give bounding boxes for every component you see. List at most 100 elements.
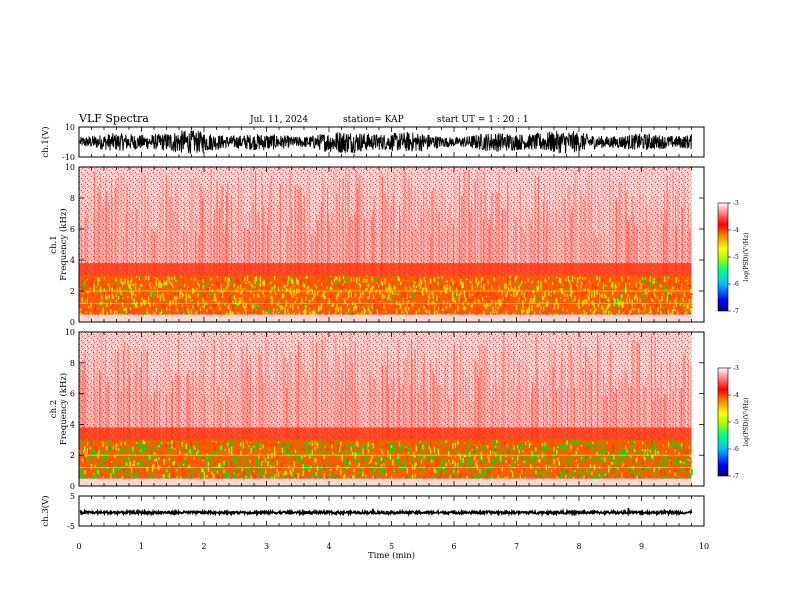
spectral-cell xyxy=(326,309,328,312)
spectral-cell xyxy=(415,278,417,281)
spectral-cell xyxy=(578,469,580,474)
spectral-cell xyxy=(267,307,269,314)
spectral-cell xyxy=(339,303,341,306)
spectral-cell xyxy=(484,279,486,284)
spectral-cell xyxy=(363,278,365,281)
spectral-cell xyxy=(190,475,193,480)
spectral-cell xyxy=(401,460,403,463)
spectral-cell xyxy=(485,304,488,309)
spectral-cell xyxy=(536,458,538,464)
spectral-cell xyxy=(649,440,651,443)
spectral-cell xyxy=(81,280,83,283)
spectral-cell xyxy=(166,474,168,480)
spectral-cell xyxy=(446,284,449,290)
spectral-cell xyxy=(172,299,174,305)
spectral-cell xyxy=(643,286,645,291)
spectral-cell xyxy=(417,290,419,294)
spectral-cell xyxy=(623,449,625,454)
spectral-cell xyxy=(144,444,146,447)
spectral-cell xyxy=(470,458,472,464)
spectral-cell xyxy=(384,278,386,285)
spectral-cell xyxy=(381,468,384,473)
spectral-cell xyxy=(592,285,594,290)
spectral-cell xyxy=(188,451,190,454)
spectral-cell xyxy=(587,288,589,291)
spectral-cell xyxy=(484,457,486,460)
spectral-cell xyxy=(628,297,631,304)
spectral-cell xyxy=(181,442,183,445)
spectral-cell xyxy=(350,283,352,286)
spectral-cell xyxy=(485,475,488,479)
spectral-cell xyxy=(475,461,477,467)
spectral-cell xyxy=(669,470,671,473)
spectral-cell xyxy=(540,474,542,476)
spectral-cell xyxy=(94,451,96,454)
spectral-cell xyxy=(214,450,216,456)
spectral-cell xyxy=(293,312,295,317)
spectral-cell xyxy=(686,290,688,294)
spectral-cell xyxy=(435,456,437,458)
spectral-cell xyxy=(359,446,362,450)
spectral-cell xyxy=(322,468,324,473)
spectral-cell xyxy=(120,441,122,446)
spectral-cell xyxy=(414,302,416,304)
spectral-cell xyxy=(227,446,229,451)
spectral-cell xyxy=(123,300,125,304)
spectral-cell xyxy=(333,278,336,285)
spectral-cell xyxy=(258,471,260,475)
spectral-cell xyxy=(287,308,289,313)
spectral-cell xyxy=(349,461,351,465)
spectral-cell xyxy=(281,293,284,299)
spectral-cell xyxy=(457,468,459,474)
spectral-cell xyxy=(224,462,226,467)
spectral-cell xyxy=(547,277,549,280)
spectral-cell xyxy=(119,282,121,285)
spectral-cell xyxy=(673,459,675,466)
spectral-cell xyxy=(379,303,381,306)
spectral-cell xyxy=(632,308,635,311)
spectral-cell xyxy=(111,470,113,476)
spectral-cell xyxy=(384,304,386,306)
spectral-cell xyxy=(90,440,92,446)
spectral-cell xyxy=(662,444,664,448)
spectral-cell xyxy=(391,278,393,280)
spectral-cell xyxy=(331,304,333,307)
spectral-cell xyxy=(157,288,159,293)
spectral-cell xyxy=(522,303,524,309)
spectral-cell xyxy=(402,300,404,305)
spectral-cell xyxy=(626,278,628,282)
spectral-cell xyxy=(482,281,484,286)
spectral-cell xyxy=(454,300,456,303)
spectral-cell xyxy=(472,447,475,449)
spectral-cell xyxy=(251,288,254,291)
spectral-cell xyxy=(266,278,268,282)
spectral-cell xyxy=(131,288,133,291)
spectral-cell xyxy=(352,444,354,446)
spectral-cell xyxy=(124,308,126,311)
spectral-cell xyxy=(401,284,403,288)
spectral-cell xyxy=(678,297,680,300)
spectral-cell xyxy=(127,470,129,475)
spectral-cell xyxy=(131,445,133,452)
spectral-cell xyxy=(375,471,377,474)
spectral-cell xyxy=(114,465,116,472)
spectral-cell xyxy=(86,443,89,446)
spectral-cell xyxy=(621,447,623,453)
spectral-cell xyxy=(454,294,456,296)
spectral-cell xyxy=(190,311,193,317)
spectral-cell xyxy=(315,458,317,461)
spectral-cell xyxy=(569,294,571,296)
spectral-cell xyxy=(540,280,542,286)
spectral-cell xyxy=(526,288,528,291)
spectral-cell xyxy=(687,304,689,310)
spectral-cell xyxy=(275,473,277,477)
spectral-cell xyxy=(661,458,663,464)
spectral-cell xyxy=(340,305,342,312)
spectral-cell xyxy=(248,470,250,475)
spectral-cell xyxy=(124,463,126,466)
spectral-cell xyxy=(95,290,98,293)
spectral-cell xyxy=(224,477,226,479)
spectral-cell xyxy=(411,441,414,446)
spectral-cell xyxy=(199,285,202,289)
